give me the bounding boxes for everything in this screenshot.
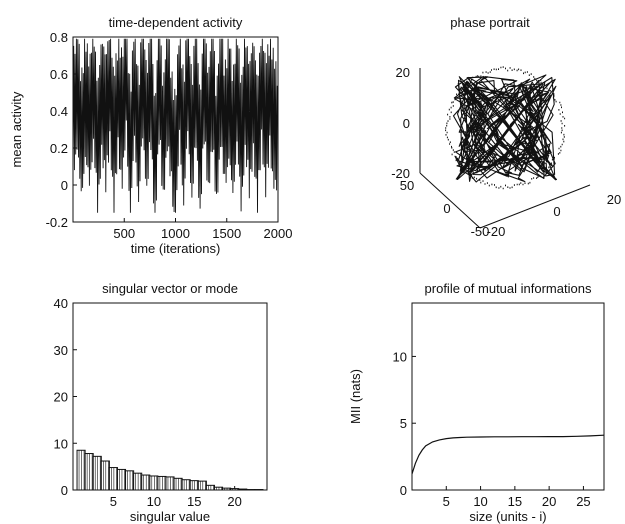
- y-tick-label: 20: [54, 390, 68, 405]
- x-tick-label: -50: [471, 224, 490, 239]
- x-tick-label: 1500: [212, 226, 241, 241]
- x-tick-label: 20: [542, 494, 556, 509]
- y-tick-label: 10: [393, 349, 407, 364]
- y-axis-label: mean activity: [9, 91, 24, 167]
- phase-dots: [445, 66, 566, 190]
- phase-trajectory: [452, 74, 558, 183]
- axes-frame: [411, 302, 605, 491]
- y-tick-label: 40: [54, 296, 68, 311]
- x-tick-label: 10: [473, 494, 487, 509]
- y-axis-label: MII (nats): [348, 369, 363, 424]
- mutual-information-line: [411, 434, 605, 475]
- x-tick-label: 5: [110, 494, 117, 509]
- x-axis-label: singular value: [130, 509, 210, 524]
- x-tick-label: 15: [187, 494, 201, 509]
- y-tick-label: 0: [61, 178, 68, 193]
- y-tick-label: 0: [400, 483, 407, 498]
- y-axis-line: [479, 184, 591, 229]
- y-tick-label: 20: [607, 192, 621, 207]
- z-tick-label: 0: [403, 116, 410, 131]
- panel-3: profile of mutual informations 5 10 15 20 25 0…: [348, 281, 605, 524]
- x-tick-label: 50: [400, 178, 414, 193]
- y-tick-label: -0.2: [46, 215, 68, 230]
- x-tick-label: 25: [576, 494, 590, 509]
- z-tick-label: 20: [396, 65, 410, 80]
- x-tick-label: 1000: [161, 226, 190, 241]
- x-tick-label: 500: [113, 226, 135, 241]
- chart-title: singular vector or mode: [102, 281, 238, 296]
- chart-title: profile of mutual informations: [425, 281, 592, 296]
- x-axis-label: size (units - i): [469, 509, 546, 524]
- x-tick-label: 10: [147, 494, 161, 509]
- x-tick-label: 2000: [264, 226, 293, 241]
- x-axis-line: [419, 172, 481, 229]
- y-tick-label: 0.4: [50, 104, 68, 119]
- y-tick-label: 5: [400, 416, 407, 431]
- x-tick-label: 20: [227, 494, 241, 509]
- x-tick-label: 0: [443, 201, 450, 216]
- y-tick-label: -20: [487, 224, 506, 239]
- z-tick-label: -20: [391, 166, 410, 181]
- panel-0: time-dependent activity 500 1000 1500 2000 -0…: [9, 15, 292, 256]
- y-tick-label: 10: [54, 436, 68, 451]
- panel-2: singular vector or mode 5 10 15 20 0 10 20 30 40 s…: [54, 281, 268, 524]
- y-tick-label: 0.6: [50, 67, 68, 82]
- y-tick-label: 30: [54, 343, 68, 358]
- y-tick-label: 0: [61, 483, 68, 498]
- chart-title: time-dependent activity: [109, 15, 243, 30]
- y-tick-label: 0.8: [50, 30, 68, 45]
- activity-series-line: [72, 38, 278, 213]
- chart-title: phase portrait: [450, 15, 530, 30]
- y-tick-label: 0.2: [50, 141, 68, 156]
- x-tick-label: 15: [508, 494, 522, 509]
- y-tick-label: 0: [553, 204, 560, 219]
- x-axis-label: time (iterations): [131, 241, 221, 256]
- x-tick-label: 5: [443, 494, 450, 509]
